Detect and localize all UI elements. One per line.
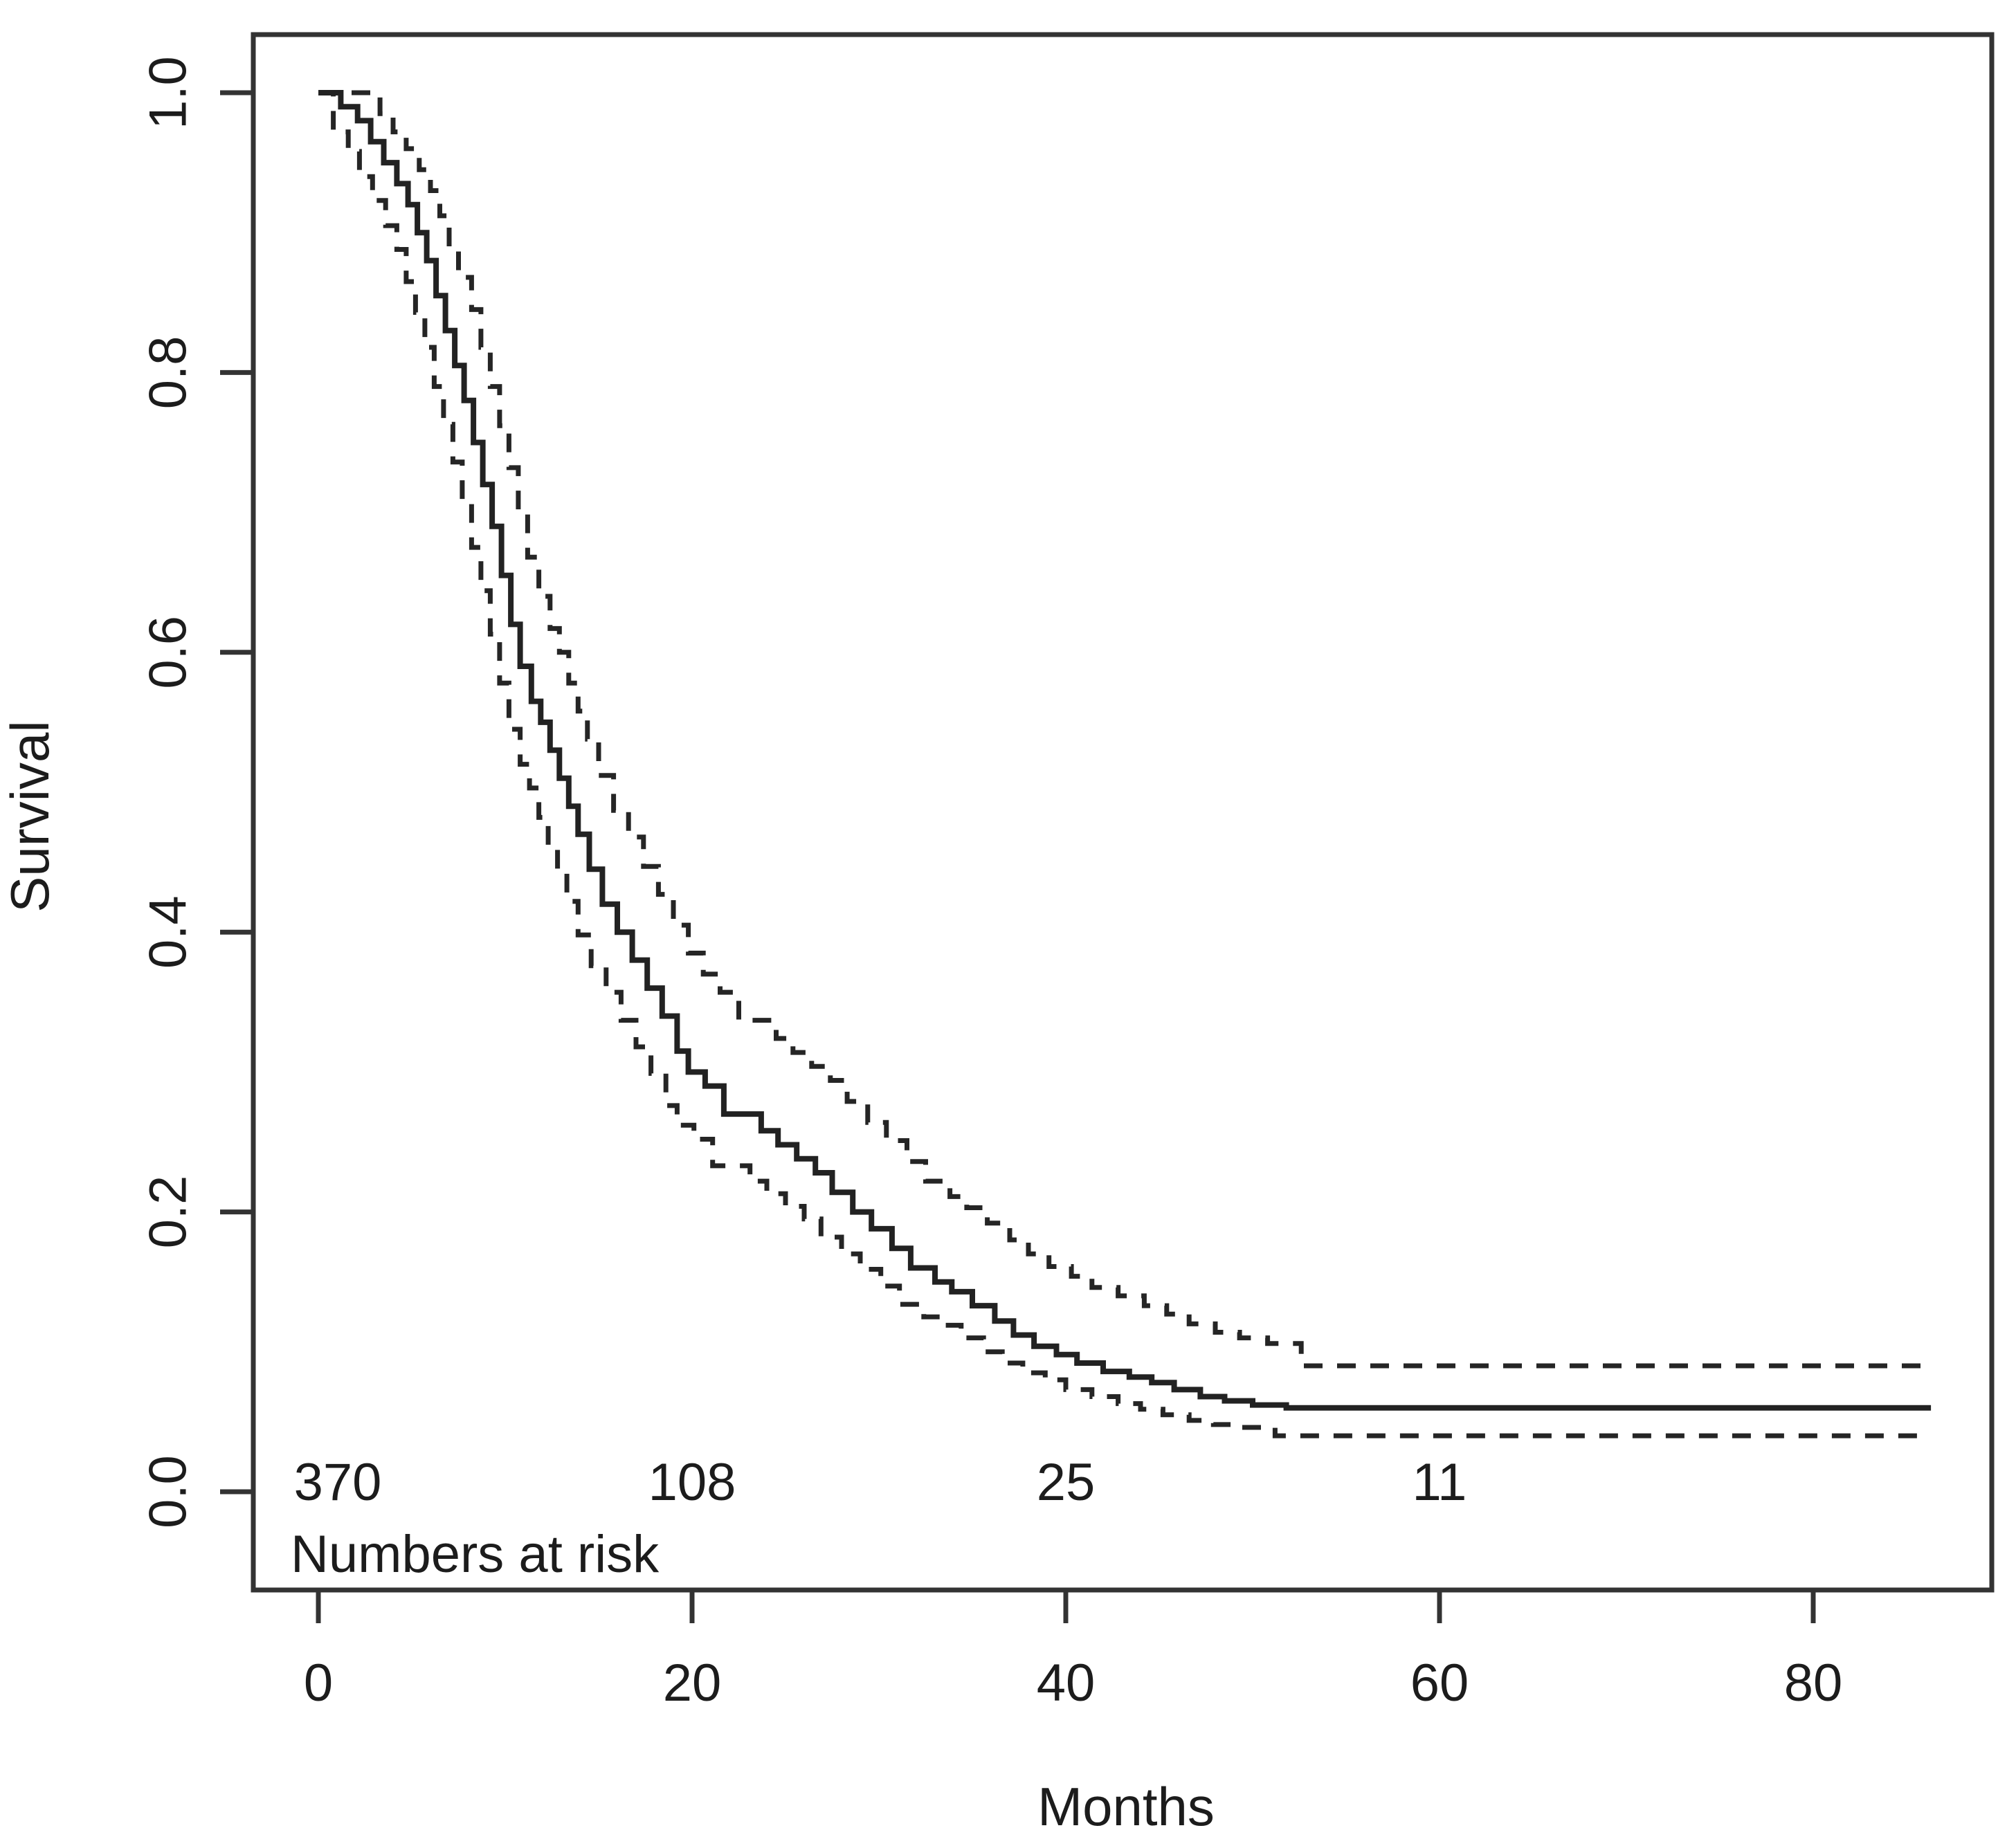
y-axis-title: Survival <box>0 720 60 912</box>
upper-confidence-curve <box>318 90 1932 1369</box>
y-tick-label-0.2: 0.2 <box>139 1176 198 1249</box>
at-risk-count-0: 370 <box>294 1453 382 1512</box>
at-risk-count-40: 25 <box>1037 1453 1096 1512</box>
numbers-at-risk-row: 370 108 25 11 <box>294 1453 1467 1512</box>
x-tick-label-80: 80 <box>1784 1654 1843 1712</box>
survival-curve <box>318 90 1932 1411</box>
x-tick-label-0: 0 <box>304 1654 333 1712</box>
y-tick-label-1.0: 1.0 <box>139 56 198 129</box>
at-risk-count-20: 108 <box>648 1453 736 1512</box>
lower-confidence-curve <box>318 90 1932 1438</box>
x-axis-ticks <box>316 1590 1816 1623</box>
x-axis-title: Months <box>1037 1776 1215 1837</box>
x-axis-tick-labels: 0 20 40 60 80 <box>304 1654 1842 1712</box>
at-risk-count-60: 11 <box>1413 1453 1467 1512</box>
numbers-at-risk-label: Numbers at risk <box>291 1525 660 1584</box>
y-tick-label-0.4: 0.4 <box>139 895 198 969</box>
x-tick-label-20: 20 <box>663 1654 722 1712</box>
x-tick-label-40: 40 <box>1037 1654 1096 1712</box>
y-axis-tick-labels: 0.0 0.2 0.4 0.6 0.8 1.0 <box>139 56 198 1528</box>
x-tick-label-60: 60 <box>1410 1654 1469 1712</box>
y-tick-label-0.6: 0.6 <box>139 616 198 689</box>
plot-box <box>251 32 1995 1593</box>
y-axis-ticks <box>220 90 253 1495</box>
y-tick-label-0.0: 0.0 <box>139 1455 198 1528</box>
y-tick-label-0.8: 0.8 <box>139 336 198 410</box>
